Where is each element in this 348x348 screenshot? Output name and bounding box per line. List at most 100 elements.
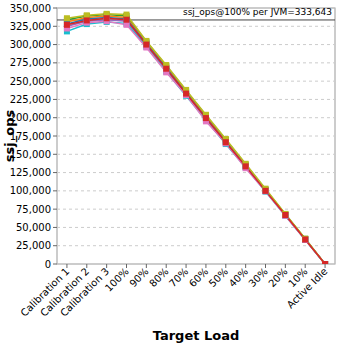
marker <box>263 188 269 194</box>
marker <box>124 17 130 23</box>
y-tick-label: 0 <box>45 259 51 270</box>
marker <box>282 211 288 217</box>
marker <box>302 236 308 242</box>
marker <box>143 42 149 48</box>
marker <box>163 65 169 71</box>
x-tick <box>66 264 67 268</box>
marker <box>104 15 110 21</box>
x-tick <box>106 264 107 268</box>
y-axis-label: ssj_ops <box>2 110 18 163</box>
marker <box>64 21 70 27</box>
series-line <box>67 22 325 264</box>
marker <box>223 140 229 146</box>
x-tick-label: 30% <box>246 266 270 290</box>
grid-line <box>57 172 335 173</box>
x-tick-label: 80% <box>147 266 171 290</box>
x-tick <box>146 264 147 268</box>
marker <box>124 22 130 28</box>
marker <box>84 12 90 18</box>
marker <box>223 139 229 145</box>
grid-line <box>57 227 335 228</box>
y-tick <box>53 99 57 100</box>
marker <box>163 66 169 72</box>
grid-line <box>57 209 335 210</box>
series-group <box>57 11 335 264</box>
y-tick <box>53 136 57 137</box>
marker <box>64 22 70 28</box>
marker <box>124 16 130 22</box>
x-tick-label: 40% <box>227 266 251 290</box>
chart-root: 025,00050,00075,000100,000125,000150,000… <box>0 0 348 348</box>
y-tick-label: 250,000 <box>10 76 51 87</box>
y-tick <box>53 81 57 82</box>
y-tick <box>53 264 57 265</box>
marker <box>263 188 269 194</box>
marker <box>104 15 110 21</box>
marker <box>322 261 328 264</box>
series-line <box>67 18 325 264</box>
marker <box>223 139 229 145</box>
y-tick-label: 100,000 <box>10 185 51 196</box>
marker <box>282 212 288 218</box>
y-tick <box>53 209 57 210</box>
marker <box>322 261 328 264</box>
marker <box>263 187 269 193</box>
grid-line <box>57 154 335 155</box>
x-tick-label: 50% <box>207 266 231 290</box>
grid-line <box>57 136 335 137</box>
marker <box>243 163 249 169</box>
marker <box>302 237 308 243</box>
x-tick <box>205 264 206 268</box>
marker <box>322 261 328 264</box>
x-tick <box>265 264 266 268</box>
x-tick-label: 60% <box>187 266 211 290</box>
marker <box>302 236 308 242</box>
x-tick <box>245 264 246 268</box>
marker <box>243 163 249 169</box>
series-line <box>67 15 325 264</box>
series-line <box>67 21 325 264</box>
marker <box>322 261 328 264</box>
marker <box>84 17 90 23</box>
y-tick-label: 275,000 <box>10 57 51 68</box>
marker <box>263 189 269 195</box>
marker <box>183 91 189 97</box>
marker <box>302 236 308 242</box>
grid-line <box>57 44 335 45</box>
x-tick <box>186 264 187 268</box>
x-tick-label: 20% <box>266 266 290 290</box>
x-tick-label: Calibration 3 <box>58 266 111 319</box>
x-tick <box>325 264 326 268</box>
marker <box>203 115 209 121</box>
y-tick <box>53 62 57 63</box>
plot-frame <box>57 8 335 264</box>
y-tick-label: 75,000 <box>16 204 51 215</box>
marker <box>322 261 328 264</box>
marker <box>322 261 328 264</box>
grid-line <box>57 190 335 191</box>
x-tick-label: 90% <box>127 266 151 290</box>
y-tick <box>53 117 57 118</box>
x-axis-label: Target Load <box>153 328 240 343</box>
y-tick <box>53 227 57 228</box>
marker <box>282 213 288 219</box>
y-tick-label: 300,000 <box>10 39 51 50</box>
marker <box>282 213 288 219</box>
marker <box>263 187 269 193</box>
x-tick <box>86 264 87 268</box>
y-tick <box>53 190 57 191</box>
marker <box>124 12 130 18</box>
series-line <box>67 20 325 264</box>
series-line <box>67 16 325 264</box>
grid-line <box>57 81 335 82</box>
marker <box>203 115 209 121</box>
x-tick <box>285 264 286 268</box>
y-tick <box>53 26 57 27</box>
y-tick-label: 325,000 <box>10 21 51 32</box>
y-tick-label: 50,000 <box>16 222 51 233</box>
x-tick <box>225 264 226 268</box>
grid-line <box>57 264 335 265</box>
marker <box>263 188 269 194</box>
y-tick-label: 25,000 <box>16 240 51 251</box>
marker <box>243 164 249 170</box>
